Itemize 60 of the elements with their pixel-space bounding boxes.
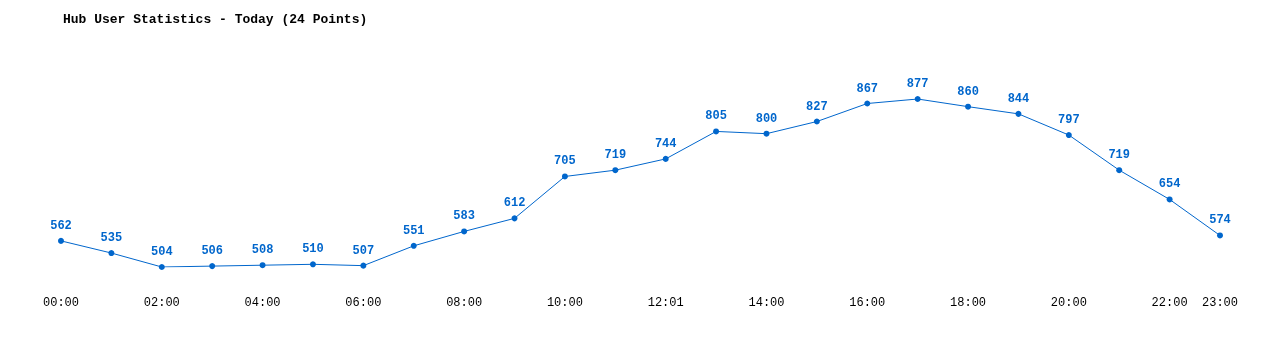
point xyxy=(864,100,871,107)
point xyxy=(209,263,216,270)
point xyxy=(1015,110,1022,117)
data-label: 744 xyxy=(654,136,677,151)
data-label: 562 xyxy=(50,218,72,233)
data-label: 654 xyxy=(1158,177,1181,192)
data-label: 510 xyxy=(302,242,324,257)
x-tick-label: 04:00 xyxy=(244,296,281,310)
data-label: 800 xyxy=(755,111,778,126)
data-label: 504 xyxy=(150,245,173,259)
x-tick-label: 20:00 xyxy=(1050,296,1087,310)
point xyxy=(360,262,367,269)
data-label: 574 xyxy=(1209,213,1231,228)
data-label: 867 xyxy=(856,81,879,96)
x-tick-label: 12:01 xyxy=(647,296,684,310)
point xyxy=(965,103,972,110)
data-label: 844 xyxy=(1007,91,1030,106)
x-tick-label: 00:00 xyxy=(42,296,80,310)
x-tick-label: 23:00 xyxy=(1201,296,1239,310)
x-tick-label: 16:00 xyxy=(849,296,886,310)
point xyxy=(662,155,669,162)
x-tick-label: 02:00 xyxy=(143,296,180,310)
data-label: 507 xyxy=(352,243,375,258)
data-label: 805 xyxy=(705,109,727,124)
data-label: 612 xyxy=(503,196,526,211)
data-label: 797 xyxy=(1058,113,1080,128)
data-label: 508 xyxy=(251,243,274,258)
point xyxy=(713,128,720,135)
data-label: 877 xyxy=(906,77,929,91)
data-label: 827 xyxy=(806,99,828,114)
point xyxy=(259,262,266,269)
x-tick-label: 10:00 xyxy=(546,296,583,310)
point xyxy=(1116,167,1123,174)
point xyxy=(1217,232,1223,239)
point xyxy=(461,228,468,235)
data-label: 506 xyxy=(201,244,223,259)
point xyxy=(410,242,417,249)
chart-title: Hub User Statistics - Today (24 Points) xyxy=(63,12,368,27)
point xyxy=(309,261,316,268)
data-label: 583 xyxy=(453,209,475,224)
point xyxy=(158,264,165,270)
point xyxy=(108,250,115,257)
x-tick-label: 14:00 xyxy=(748,296,785,310)
point xyxy=(914,96,921,102)
point xyxy=(561,173,568,180)
data-label: 719 xyxy=(1108,148,1131,163)
data-label: 705 xyxy=(554,154,576,169)
data-label: 535 xyxy=(100,231,123,246)
data-label: 860 xyxy=(957,84,979,99)
data-label: 719 xyxy=(604,148,627,163)
x-tick-label: 06:00 xyxy=(345,296,382,310)
point xyxy=(1065,132,1072,139)
data-label: 551 xyxy=(402,223,425,238)
x-tick-label: 18:00 xyxy=(950,296,987,310)
point xyxy=(1166,196,1173,203)
point xyxy=(58,237,64,244)
point xyxy=(612,167,619,174)
point xyxy=(813,118,820,125)
x-tick-label: 22:00 xyxy=(1151,296,1188,310)
x-tick-label: 08:00 xyxy=(446,296,483,310)
